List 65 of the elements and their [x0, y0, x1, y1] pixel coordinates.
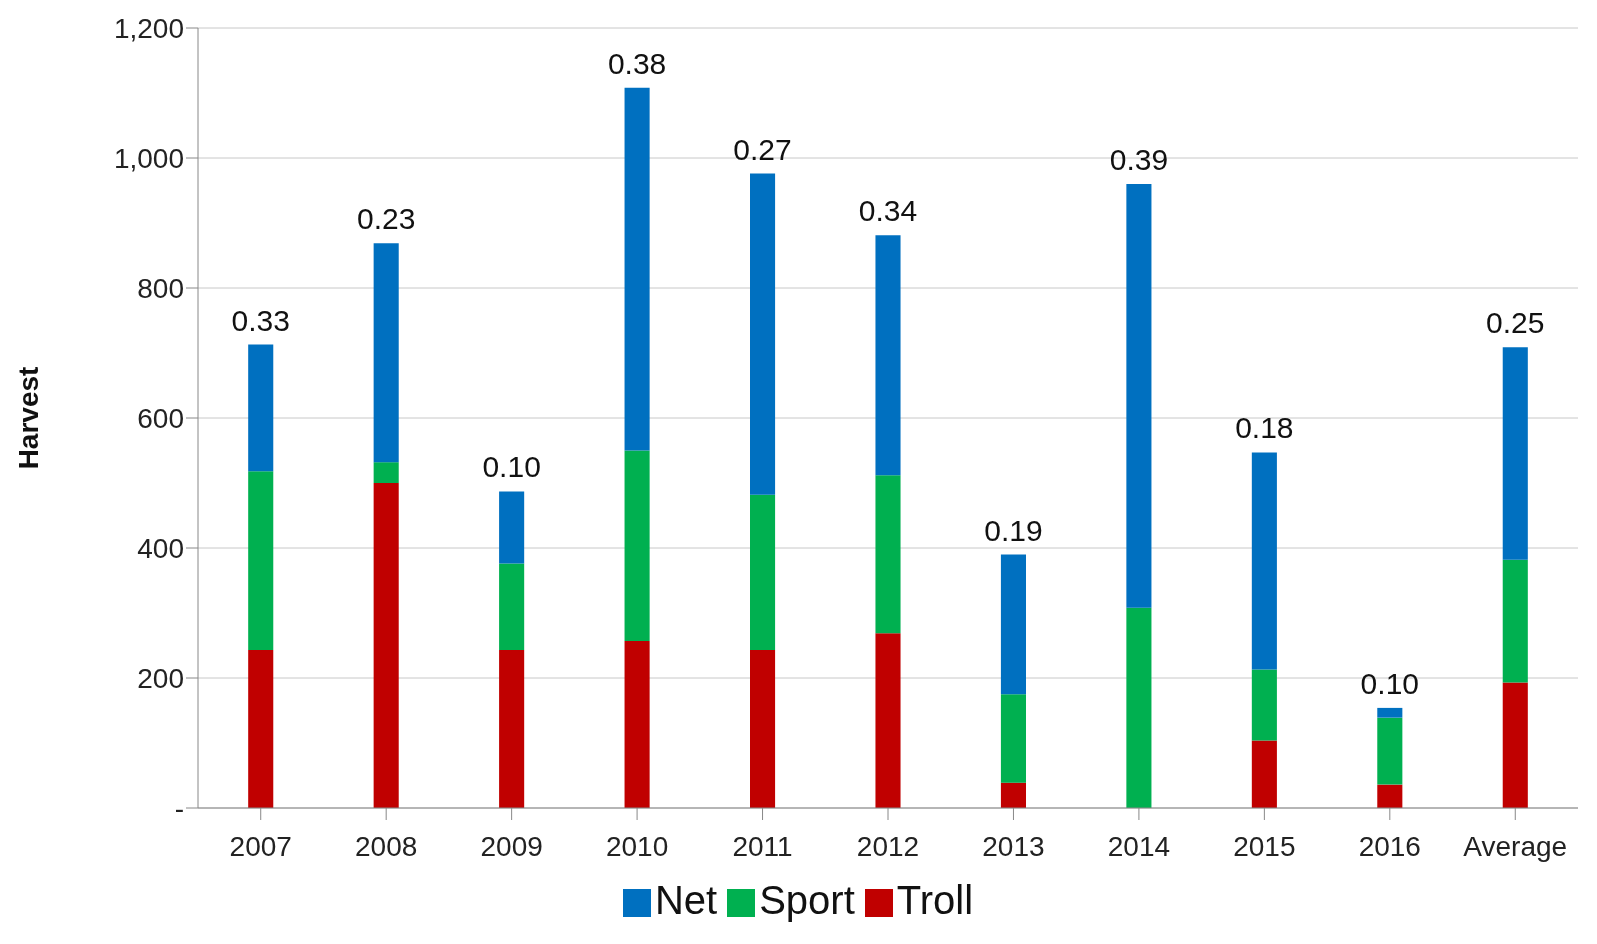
- bar: [624, 87, 650, 451]
- bar: [373, 483, 399, 808]
- bar: [1502, 682, 1528, 808]
- x-tick-label: Average: [1463, 830, 1568, 862]
- bar: [373, 462, 399, 483]
- y-tick-label: 1,000: [113, 142, 184, 174]
- bar: [1000, 694, 1026, 783]
- bar: [248, 471, 274, 651]
- bar: [624, 640, 650, 808]
- annotation: 0.19: [984, 513, 1043, 547]
- legend-label: Sport: [759, 878, 855, 922]
- y-tick-label: 200: [137, 662, 184, 694]
- bar: [499, 563, 525, 651]
- bar: [1502, 347, 1528, 560]
- annotation: 0.23: [356, 202, 416, 236]
- bar: [875, 633, 901, 808]
- bar: [1377, 717, 1403, 785]
- bar: [1377, 707, 1403, 718]
- bar: [1251, 452, 1277, 670]
- legend-label: Net: [654, 878, 718, 922]
- x-tick-label: 2016: [1358, 830, 1421, 862]
- bar: [750, 494, 776, 651]
- bar: [499, 650, 525, 808]
- x-tick-label: 2013: [982, 830, 1045, 862]
- annotation: 0.25: [1486, 306, 1545, 340]
- x-tick-label: 2009: [480, 830, 543, 862]
- bar: [1502, 559, 1528, 683]
- y-tick-label: 400: [137, 532, 184, 564]
- y-tick-label: 1,200: [113, 12, 184, 44]
- y-tick-label: -: [174, 792, 184, 824]
- annotation: 0.39: [1109, 143, 1169, 176]
- x-tick-label: 2012: [856, 830, 920, 862]
- bar: [1126, 184, 1152, 608]
- bar: [875, 475, 901, 634]
- bar: [1377, 784, 1403, 808]
- bar: [248, 344, 274, 472]
- annotation: 0.18: [1235, 411, 1294, 445]
- legend-label: Troll: [896, 878, 974, 922]
- y-tick-label: 800: [137, 272, 184, 304]
- bar: [1251, 669, 1277, 741]
- bar: [1251, 740, 1277, 808]
- y-axis-title: Harvest: [12, 366, 44, 470]
- x-tick-label: 2007: [229, 830, 292, 862]
- annotation: 0.10: [1360, 666, 1420, 700]
- bar: [750, 173, 776, 495]
- annotation: 0.33: [231, 303, 290, 337]
- annotation: 0.27: [733, 132, 792, 166]
- x-tick-label: 2014: [1107, 830, 1171, 862]
- annotation: 0.34: [858, 194, 918, 228]
- annotation: 0.38: [607, 46, 667, 80]
- annotation: 0.10: [482, 450, 541, 484]
- bar: [1000, 554, 1026, 695]
- x-tick-label: 2008: [355, 830, 418, 862]
- bar: [875, 235, 901, 476]
- bar: [1126, 607, 1152, 808]
- bar: [1000, 782, 1026, 808]
- bar: [750, 650, 776, 808]
- y-tick-label: 600: [137, 402, 184, 434]
- bar: [624, 450, 650, 641]
- bar: [373, 243, 399, 463]
- bar: [248, 650, 274, 808]
- x-tick-label: 2015: [1233, 830, 1296, 862]
- bar: [499, 491, 525, 564]
- x-tick-label: 2010: [605, 830, 669, 862]
- x-tick-label: 2011: [732, 830, 793, 862]
